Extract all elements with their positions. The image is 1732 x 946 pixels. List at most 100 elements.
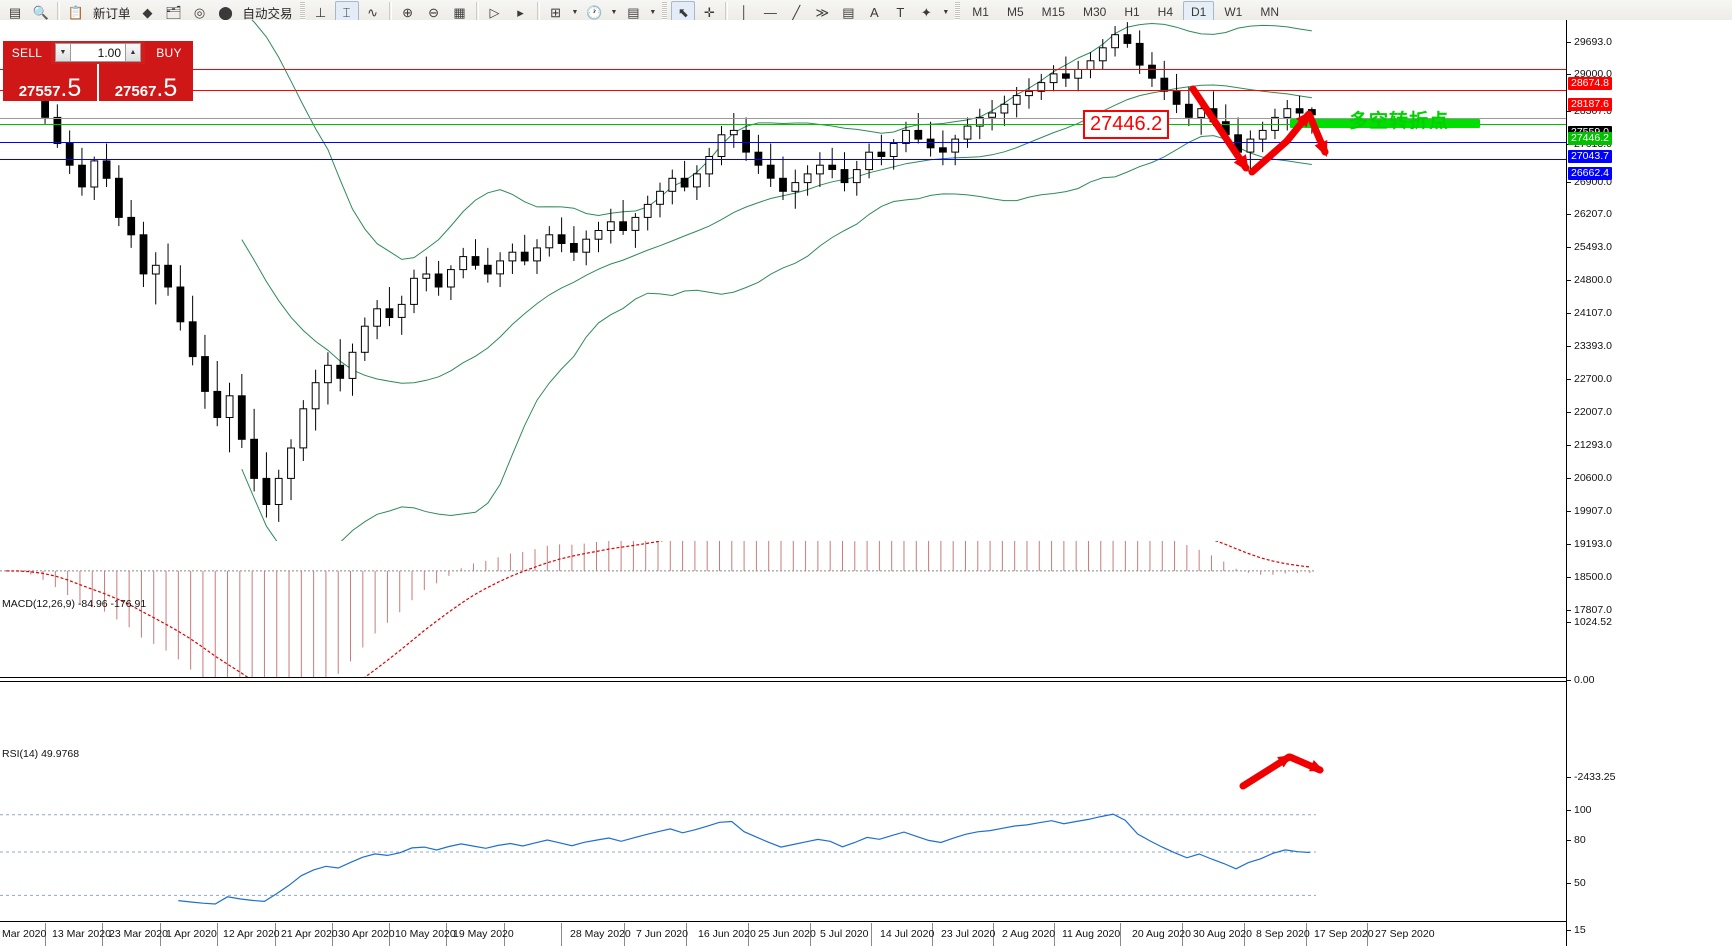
time-label: 21 Apr 2020 [281,928,338,940]
volume-input[interactable]: 1.00 [71,43,125,62]
time-label: 10 May 2020 [395,928,456,940]
price-tick: 1024.52 [1567,616,1612,628]
price-chart-pane[interactable] [0,20,1566,541]
metaeditor-icon[interactable]: ◆ [142,4,153,20]
tile-windows-icon[interactable]: ▦ [453,4,466,20]
timeframe-w1[interactable]: W1 [1224,5,1243,19]
sell-price[interactable]: 27557.5 [3,64,99,101]
price-tick: 17807.0 [1567,604,1612,616]
equidistant-channel-icon[interactable]: ≫ [815,4,830,20]
price-tag: 28674.8 [1568,77,1612,90]
timeframe-h1[interactable]: H1 [1124,5,1140,19]
auto-trading-icon[interactable]: ⬤ [218,4,233,20]
turning-point-zone-band [1290,119,1480,128]
time-label: 5 Jul 2020 [820,928,869,940]
volume-increase-icon[interactable]: ▲ [125,43,141,62]
toolbar-grip[interactable] [955,2,961,22]
sell-price-frac: .5 [60,73,82,102]
volume-decrease-icon[interactable]: ▼ [55,43,71,62]
crosshair-icon[interactable]: ✛ [703,4,715,20]
sell-button[interactable]: SELL [3,41,51,64]
pivot-price-box: 27446.2 [1083,110,1170,139]
rsi-canvas [0,813,1316,905]
horizontal-line-icon[interactable]: — [763,4,777,20]
arrows-icon[interactable]: ✦ [920,4,932,20]
fibonacci-retracement-icon[interactable]: ▤ [842,4,855,20]
time-separator [748,923,749,946]
toolbar-separator [388,2,392,22]
line-chart-icon[interactable]: ∿ [367,4,378,20]
level-line-support-2[interactable] [0,159,1566,160]
templates-dropdown-caret[interactable]: ▼ [649,8,657,16]
time-label: 30 Aug 2020 [1193,928,1252,940]
buy-price[interactable]: 27567.5 [99,64,193,101]
price-tick: 18500.0 [1567,571,1612,583]
time-separator [389,923,390,946]
indicators-dropdown-caret[interactable]: ▼ [571,8,579,16]
arrows-dropdown-caret[interactable]: ▼ [942,8,950,16]
vertical-line-icon[interactable]: │ [740,4,749,20]
price-tick: 24800.0 [1567,274,1612,286]
timeframe-m30[interactable]: M30 [1082,5,1107,19]
time-label: 23 Mar 2020 [109,928,168,940]
price-tick: 29693.0 [1567,36,1612,48]
time-separator [561,923,562,946]
bar-chart-icon[interactable]: ⊥ [314,4,327,20]
level-line-support-1[interactable] [0,142,1566,143]
templates-icon[interactable]: ▤ [627,4,640,20]
timeframe-mn[interactable]: MN [1260,5,1280,19]
period-dropdown-caret[interactable]: ▼ [610,8,618,16]
indicators-icon[interactable]: ⊞ [550,4,561,20]
timeframe-h4[interactable]: H4 [1157,5,1173,19]
macd-pane[interactable] [0,541,1566,677]
volume-stepper[interactable]: ▼ 1.00 ▲ [51,41,145,64]
toolbar-grip[interactable] [299,2,305,22]
time-separator [160,923,161,946]
price-tick: 22007.0 [1567,406,1612,418]
level-line-pivot-line[interactable] [0,124,1566,125]
buy-button[interactable]: BUY [145,41,193,64]
zoom-in-icon[interactable]: ⊕ [402,4,413,20]
one-click-trading-panel[interactable]: SELL ▼ 1.00 ▲ BUY 27557.5 27567.5 [3,41,193,101]
time-label: 1 Apr 2020 [166,928,217,940]
level-line-resistance-1[interactable] [0,69,1566,70]
timeframe-d1[interactable]: D1 [1183,1,1215,23]
chart-shift-icon[interactable]: ▷ [489,4,500,20]
text-label-icon[interactable]: T [896,4,905,20]
turning-point-label: 多空转折点 [1349,111,1450,132]
time-separator [1054,923,1055,946]
price-scale[interactable]: 29693.029000.028307.027613.026900.026207… [1566,20,1732,946]
timeframe-m1[interactable]: M1 [972,5,989,19]
rsi-pane-divider-b [0,681,1732,682]
price-tick: 22700.0 [1567,373,1612,385]
timeframe-m15[interactable]: M15 [1041,5,1065,19]
rsi-pane[interactable] [0,682,1566,921]
auto-trading-label[interactable]: 自动交易 [242,6,293,21]
timeframe-m5[interactable]: M5 [1006,5,1024,19]
new-document-icon[interactable]: ▤ [8,4,22,20]
level-line-bid-line[interactable] [0,118,1566,119]
level-line-resistance-2[interactable] [0,90,1566,91]
auto-scroll-icon[interactable]: ▸ [517,4,524,20]
time-separator [624,923,625,946]
text-icon[interactable]: A [870,4,879,20]
trendline-icon[interactable]: ╱ [792,4,801,20]
time-separator [504,923,505,946]
price-tick: 50 [1567,877,1586,889]
time-separator [871,923,872,946]
toolbar-separator [725,2,729,22]
toolbar-grip[interactable] [662,2,668,22]
signals-icon[interactable]: ◎ [193,4,206,20]
time-label: 14 Jul 2020 [880,928,935,940]
new-order-label[interactable]: 新订单 [93,6,131,21]
price-tick: 20600.0 [1567,472,1612,484]
profiles-icon[interactable]: 🔍 [32,4,50,20]
price-tag: 26662.4 [1568,167,1612,180]
new-order-icon[interactable]: 📋 [67,4,85,20]
price-tick: 25493.0 [1567,241,1612,253]
price-tag: 27043.7 [1568,150,1612,163]
time-axis[interactable]: Mar 2020 13 Mar 2020 23 Mar 2020 1 Apr 2020… [0,921,1566,946]
zoom-out-icon[interactable]: ⊖ [428,4,439,20]
strategy-tester-icon[interactable]: 🗂 [165,4,182,20]
period-clock-icon[interactable]: 🕐 [586,4,603,20]
